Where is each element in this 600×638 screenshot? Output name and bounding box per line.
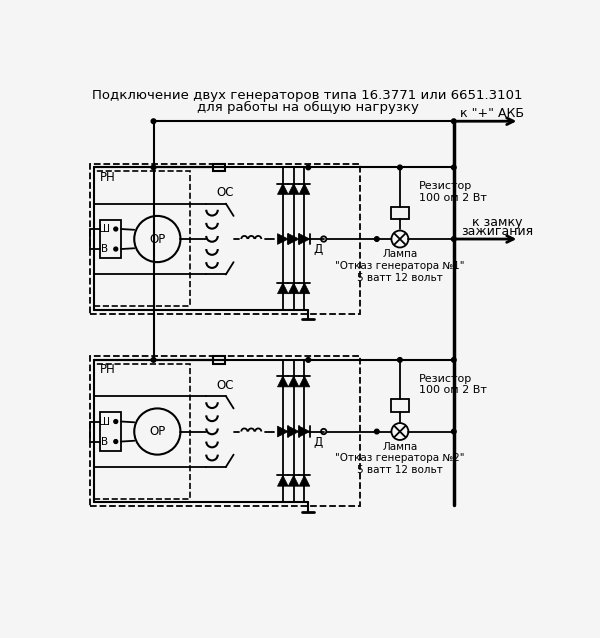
Circle shape xyxy=(151,358,156,362)
Text: Д: Д xyxy=(313,436,322,449)
Circle shape xyxy=(374,429,379,434)
Polygon shape xyxy=(288,184,299,195)
Polygon shape xyxy=(288,426,299,437)
Bar xyxy=(100,412,121,451)
Circle shape xyxy=(114,440,118,443)
Text: зажигания: зажигания xyxy=(461,225,534,238)
Circle shape xyxy=(321,429,326,434)
Polygon shape xyxy=(288,376,299,387)
Polygon shape xyxy=(277,283,288,293)
Text: Д: Д xyxy=(313,243,322,256)
Text: к "+" АКБ: к "+" АКБ xyxy=(460,107,524,120)
Text: РН: РН xyxy=(100,171,115,184)
Bar xyxy=(391,399,409,412)
Polygon shape xyxy=(277,475,288,486)
Text: Ш: Ш xyxy=(100,417,110,427)
Circle shape xyxy=(306,165,311,170)
Bar xyxy=(91,356,360,506)
Circle shape xyxy=(451,237,456,241)
Text: Подключение двух генераторов типа 16.3771 или 6651.3101: Подключение двух генераторов типа 16.377… xyxy=(92,89,523,102)
Text: Ш: Ш xyxy=(100,224,110,234)
Polygon shape xyxy=(277,234,288,244)
Text: ОС: ОС xyxy=(217,186,234,199)
Circle shape xyxy=(398,358,402,362)
Circle shape xyxy=(306,358,311,362)
Circle shape xyxy=(114,420,118,424)
Polygon shape xyxy=(288,234,299,244)
Bar xyxy=(94,171,190,306)
Circle shape xyxy=(151,119,156,124)
Bar xyxy=(94,364,190,498)
Text: ОР: ОР xyxy=(149,425,166,438)
Text: Лампа
"Отказ генератора №1"
5 ватт 12 вольт: Лампа "Отказ генератора №1" 5 ватт 12 во… xyxy=(335,249,464,283)
Polygon shape xyxy=(288,475,299,486)
Circle shape xyxy=(114,227,118,231)
Polygon shape xyxy=(299,376,310,387)
Circle shape xyxy=(321,236,326,242)
Circle shape xyxy=(374,237,379,241)
Bar xyxy=(213,356,225,364)
Polygon shape xyxy=(299,283,310,293)
Polygon shape xyxy=(277,426,288,437)
Circle shape xyxy=(398,165,402,170)
Text: ОР: ОР xyxy=(149,232,166,246)
Text: В: В xyxy=(101,244,109,254)
Circle shape xyxy=(151,165,156,170)
Polygon shape xyxy=(277,184,288,195)
Polygon shape xyxy=(299,426,310,437)
Text: Резистор
100 ом 2 Вт: Резистор 100 ом 2 Вт xyxy=(419,181,487,203)
Text: Резистор
100 ом 2 Вт: Резистор 100 ом 2 Вт xyxy=(419,374,487,396)
Polygon shape xyxy=(277,376,288,387)
Circle shape xyxy=(451,119,456,124)
Text: ОС: ОС xyxy=(217,379,234,392)
Polygon shape xyxy=(299,475,310,486)
Bar xyxy=(91,163,360,314)
Text: В: В xyxy=(101,436,109,447)
Polygon shape xyxy=(299,234,310,244)
Bar xyxy=(100,219,121,258)
Circle shape xyxy=(451,358,456,362)
Circle shape xyxy=(451,429,456,434)
Circle shape xyxy=(114,247,118,251)
Bar xyxy=(391,207,409,219)
Circle shape xyxy=(451,165,456,170)
Text: к замку: к замку xyxy=(472,216,523,228)
Text: РН: РН xyxy=(100,364,115,376)
Text: для работы на общую нагрузку: для работы на общую нагрузку xyxy=(197,101,418,114)
Text: Лампа
"Отказ генератора №2"
5 ватт 12 вольт: Лампа "Отказ генератора №2" 5 ватт 12 во… xyxy=(335,442,464,475)
Polygon shape xyxy=(299,184,310,195)
Polygon shape xyxy=(288,283,299,293)
Bar xyxy=(213,163,225,171)
